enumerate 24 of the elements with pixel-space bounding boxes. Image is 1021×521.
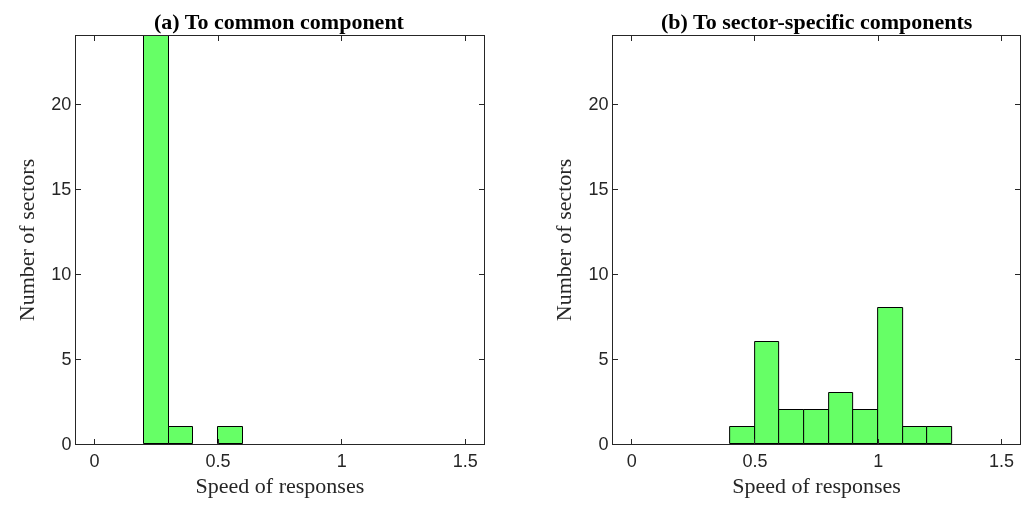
y-tick-label: 20 (51, 94, 72, 115)
x-tick-label: 1 (873, 450, 884, 471)
y-tick-label: 20 (588, 94, 609, 115)
x-tick-label: 0 (626, 450, 637, 471)
y-tick-label: 0 (61, 434, 72, 455)
x-axis-title: Speed of responses (195, 473, 365, 499)
x-tick-label: 0.5 (205, 450, 231, 471)
y-tick-label: 10 (51, 264, 72, 285)
y-tick-label: 15 (51, 179, 72, 200)
chart-title: (b) To sector-specific components (661, 9, 973, 34)
x-tick-label: 1.5 (452, 450, 478, 471)
x-tick-label: 1 (336, 450, 347, 471)
x-tick-label: 1.5 (988, 450, 1015, 471)
y-axis-title: Number of sectors (551, 158, 577, 322)
y-tick-label: 5 (61, 349, 72, 370)
y-axis-title: Number of sectors (14, 158, 40, 322)
x-axis-title: Speed of responses (732, 473, 901, 499)
y-tick-label: 15 (588, 179, 609, 200)
x-tick-label: 0 (89, 450, 100, 471)
x-tick-label: 0.5 (742, 450, 768, 471)
chart-title: (a) To common component (154, 9, 405, 34)
y-tick-label: 5 (598, 349, 609, 370)
y-tick-label: 10 (588, 264, 609, 285)
y-tick-label: 0 (598, 434, 609, 455)
